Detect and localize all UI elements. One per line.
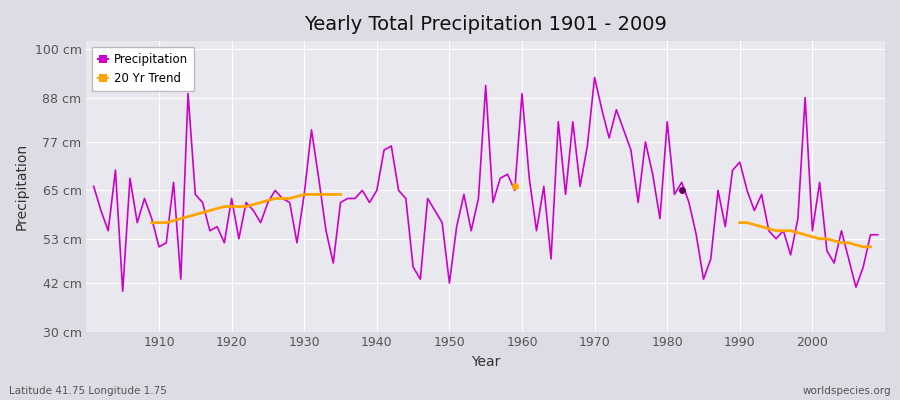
Precipitation xyxy=(357,188,368,193)
20 Yr Trend xyxy=(328,192,338,197)
Y-axis label: Precipitation: Precipitation xyxy=(15,143,29,230)
20 Yr Trend xyxy=(161,220,172,225)
20 Yr Trend xyxy=(299,192,310,197)
20 Yr Trend xyxy=(240,204,251,209)
Precipitation xyxy=(872,232,883,237)
20 Yr Trend xyxy=(320,192,331,197)
Line: Precipitation: Precipitation xyxy=(94,78,878,291)
Title: Yearly Total Precipitation 1901 - 2009: Yearly Total Precipitation 1901 - 2009 xyxy=(304,15,667,34)
Precipitation xyxy=(524,176,535,181)
Precipitation xyxy=(88,184,99,189)
Precipitation xyxy=(117,289,128,294)
20 Yr Trend xyxy=(183,214,194,219)
20 Yr Trend xyxy=(335,192,346,197)
Text: worldspecies.org: worldspecies.org xyxy=(803,386,891,396)
20 Yr Trend xyxy=(147,220,158,225)
20 Yr Trend xyxy=(204,208,215,213)
Precipitation xyxy=(313,176,324,181)
20 Yr Trend xyxy=(277,196,288,201)
20 Yr Trend xyxy=(284,196,295,201)
20 Yr Trend xyxy=(197,210,208,215)
20 Yr Trend xyxy=(168,218,179,223)
20 Yr Trend xyxy=(233,204,244,209)
Line: 20 Yr Trend: 20 Yr Trend xyxy=(152,194,340,223)
20 Yr Trend xyxy=(176,216,186,221)
Legend: Precipitation, 20 Yr Trend: Precipitation, 20 Yr Trend xyxy=(93,47,194,91)
20 Yr Trend xyxy=(219,204,230,209)
X-axis label: Year: Year xyxy=(471,355,500,369)
20 Yr Trend xyxy=(270,196,281,201)
20 Yr Trend xyxy=(263,198,274,203)
20 Yr Trend xyxy=(190,212,201,217)
Precipitation xyxy=(618,128,629,132)
Text: Latitude 41.75 Longitude 1.75: Latitude 41.75 Longitude 1.75 xyxy=(9,386,166,396)
20 Yr Trend xyxy=(248,202,259,207)
Precipitation xyxy=(517,91,527,96)
Precipitation xyxy=(154,244,165,249)
20 Yr Trend xyxy=(313,192,324,197)
20 Yr Trend xyxy=(292,194,302,199)
20 Yr Trend xyxy=(154,220,165,225)
20 Yr Trend xyxy=(212,206,222,211)
20 Yr Trend xyxy=(226,204,237,209)
20 Yr Trend xyxy=(256,200,266,205)
20 Yr Trend xyxy=(306,192,317,197)
Precipitation xyxy=(590,75,600,80)
